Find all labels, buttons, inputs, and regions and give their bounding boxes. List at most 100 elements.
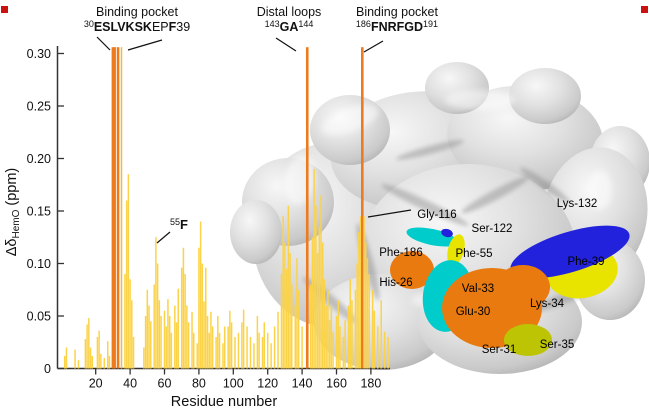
bar-residue-8	[74, 349, 76, 369]
bar-residue-148	[315, 205, 317, 369]
bar-residue-48	[143, 347, 145, 369]
pointer-line	[156, 231, 171, 244]
bar-residue-186	[380, 300, 382, 369]
annotation-sequence: 143GA144	[265, 19, 314, 34]
bar-residue-67	[175, 322, 178, 369]
bar-residue-145	[309, 284, 312, 369]
bar-residue-40	[129, 279, 131, 369]
bar-residue-178	[366, 258, 369, 369]
bar-residue-154	[325, 305, 327, 369]
bar-residue-173	[358, 232, 360, 369]
bar-residue-57	[158, 300, 161, 369]
bar-residue-85	[206, 316, 209, 369]
y-axis-label: ΔδHemO(ppm)	[4, 168, 22, 257]
protein-residue-label: Phe-39	[567, 256, 604, 268]
pointer-line-gly116	[367, 209, 412, 218]
bar-residue-90	[215, 337, 217, 369]
protein-residue-label: Ser-35	[540, 339, 575, 351]
y-tick-label: 0.15	[27, 205, 51, 219]
protein-residue-label: Lys-132	[557, 198, 598, 210]
bar-residue-94	[222, 343, 224, 369]
bar-residue-16	[88, 318, 90, 369]
bar-residue-172	[356, 263, 358, 369]
protein-residue-label: Val-33	[462, 283, 494, 295]
bar-residue-155	[327, 289, 329, 369]
bar-residue-31	[113, 47, 116, 369]
bar-residue-30	[111, 47, 115, 369]
y-tick-label: 0.20	[27, 152, 51, 166]
x-tick-label: 40	[123, 377, 137, 391]
x-tick-label: 120	[257, 377, 278, 391]
x-tick-label: 20	[89, 377, 103, 391]
bar-residue-98	[229, 310, 231, 369]
y-tick-label: 0.10	[27, 257, 51, 271]
bar-residue-54	[153, 284, 155, 369]
bar-residue-140	[301, 326, 303, 369]
bar-residue-131	[285, 268, 288, 369]
bar-residue-182	[373, 310, 376, 369]
pointer-line	[363, 40, 384, 53]
bar-residue-114	[256, 316, 259, 369]
annotation-phe55-label: 55F	[170, 217, 188, 232]
x-tick-label: 80	[192, 377, 206, 391]
bar-residue-158	[332, 331, 334, 369]
bar-residue-176	[363, 216, 365, 369]
bar-residue-171	[354, 289, 357, 369]
x-tick-label: 60	[158, 377, 172, 391]
bar-residue-28	[108, 355, 111, 369]
protein-residue-label: Glu-30	[456, 306, 491, 318]
bar-residue-64	[170, 332, 173, 369]
corner-mark-left	[1, 6, 8, 13]
bar-residue-132	[287, 205, 290, 369]
bar-residue-110	[249, 337, 252, 369]
bar-residue-105	[241, 322, 243, 369]
patch-blue-dot	[441, 228, 453, 238]
x-axis-label: Residue number	[171, 394, 278, 410]
bar-residue-99	[230, 322, 233, 369]
bar-residue-126	[277, 311, 279, 369]
pointer-line	[275, 37, 297, 52]
bar-residue-55	[155, 237, 157, 369]
bar-residue-168	[349, 279, 352, 369]
annotation-binding-pocket-1: Binding pocket 30ESLVKSKEPF39	[84, 5, 190, 51]
bar-residue-129	[282, 216, 284, 369]
bar-residue-164	[342, 337, 345, 369]
bar-residue-118	[263, 322, 266, 369]
bar-residue-91	[217, 316, 219, 369]
bar-residue-60	[163, 310, 166, 369]
protein-residue-label: Lys-34	[530, 298, 565, 310]
bar-residue-137	[296, 258, 298, 369]
bar-residue-61	[165, 326, 167, 369]
bar-residue-157	[330, 305, 333, 369]
bar-residue-181	[371, 289, 374, 369]
bar-residue-80	[198, 247, 200, 369]
bar-residue-165	[344, 320, 346, 369]
annotation-phe55: 55F	[156, 217, 188, 244]
annotation-distal-loops: Distal loops 143GA144	[257, 5, 321, 52]
bar-residue-71	[182, 247, 185, 369]
bar-residue-83	[203, 301, 205, 369]
bar-residue-52	[149, 321, 152, 369]
bar-residue-147	[313, 169, 315, 369]
bar-residue-124	[273, 326, 276, 369]
patch-phe55-yellow	[447, 234, 465, 266]
pointer-line	[127, 39, 163, 51]
protein-residue-label: Ser-122	[472, 223, 513, 235]
protein-residue-label: Phe-186	[379, 247, 422, 259]
bar-residue-70	[180, 267, 183, 369]
x-tick-label: 180	[360, 377, 381, 391]
bar-residue-175	[361, 47, 364, 369]
y-tick-label: 0	[44, 362, 51, 376]
bar-residue-35	[120, 47, 123, 369]
bar-residue-63	[168, 316, 171, 369]
bar-residue-22	[98, 330, 100, 369]
bar-residue-103	[237, 332, 240, 369]
bar-residue-179	[368, 274, 370, 369]
corner-mark-right	[641, 6, 648, 13]
bar-residue-152	[321, 242, 324, 369]
bar-residue-128	[280, 274, 283, 369]
bar-residue-115	[258, 332, 260, 369]
bar-residue-27	[106, 341, 109, 369]
bar-residue-73	[186, 305, 188, 369]
bar-residue-117	[261, 337, 264, 369]
